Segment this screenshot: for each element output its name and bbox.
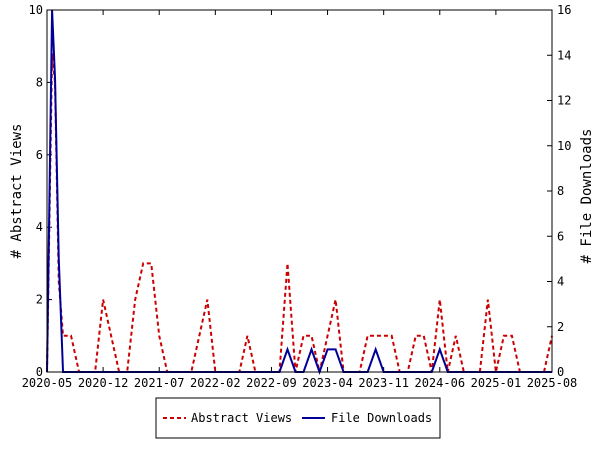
y-right-tick-label: 8 [557,184,564,198]
x-tick-label: 2021-07 [134,376,185,390]
y-left-tick-label: 10 [29,3,43,17]
y-right-tick-label: 4 [557,275,564,289]
x-tick-label: 2020-05 [22,376,73,390]
y-right-tick-label: 16 [557,3,571,17]
x-tick-label: 2025-08 [527,376,578,390]
plot-frame [46,9,553,373]
y-right-tick-label: 12 [557,94,571,108]
y-right-tick-label: 0 [557,365,564,379]
legend: Abstract Views File Downloads [155,397,441,439]
legend-label-file-downloads: File Downloads [331,411,432,425]
x-tick-label: 2024-06 [414,376,465,390]
x-tick-label: 2023-11 [358,376,409,390]
y-right-tick-label: 6 [557,229,564,243]
y-right-tick-label: 2 [557,320,564,334]
x-tick-label: 2025-01 [471,376,522,390]
y-left-tick-label: 2 [36,293,43,307]
y-right-tick-label: 14 [557,48,571,62]
y-left-tick-label: 0 [36,365,43,379]
x-tick-label: 2020-12 [78,376,129,390]
legend-label-abstract-views: Abstract Views [191,411,292,425]
series-line-abstract-views [46,53,553,373]
right-axis-title: # File Downloads [579,129,595,264]
y-left-tick-label: 8 [36,75,43,89]
x-tick-label: 2023-04 [302,376,353,390]
y-right-tick-label: 10 [557,139,571,153]
y-left-tick-label: 4 [36,220,43,234]
x-tick-label: 2022-02 [190,376,241,390]
tick-labels: 2020-05 2020-12 2021-07 2022-02 2022-09 2023-… [22,3,578,390]
left-axis-title: # Abstract Views [9,124,25,259]
y-left-tick-label: 6 [36,148,43,162]
x-tick-label: 2022-09 [246,376,297,390]
legend-box [155,397,441,439]
